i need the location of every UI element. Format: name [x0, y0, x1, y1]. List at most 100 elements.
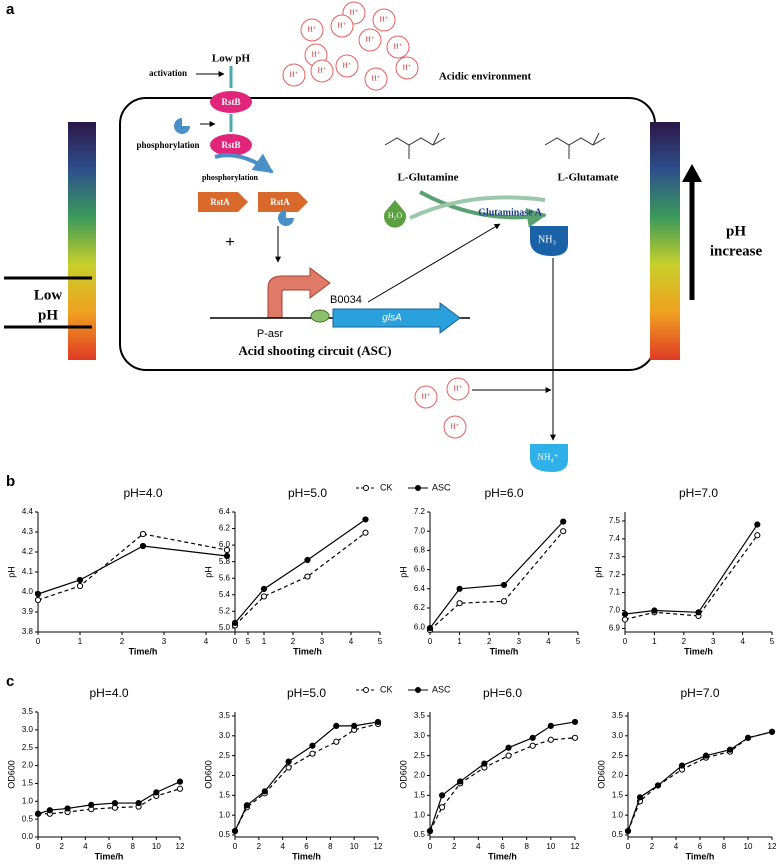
proton	[446, 377, 470, 401]
data-point	[362, 516, 369, 523]
y-tick-label: 3.0	[22, 725, 34, 734]
protein	[210, 91, 252, 113]
x-tick-label: 0	[623, 637, 628, 646]
proton-label: H⁺	[338, 22, 347, 30]
x-tick-label: 8	[328, 842, 333, 851]
x-tick-label: 10	[152, 842, 161, 851]
gene-label: glsA	[382, 313, 402, 324]
data-point	[547, 722, 554, 729]
y-tick-label: 1.0	[219, 810, 231, 819]
legend-marker	[363, 687, 369, 693]
data-point	[111, 799, 119, 807]
y-tick-label: 6.2	[219, 524, 231, 533]
legend-marker	[363, 485, 369, 491]
water-drop	[384, 200, 406, 228]
x-tick-label: 4	[280, 842, 285, 851]
data-point	[304, 556, 311, 564]
x-tick-label: 3	[320, 637, 325, 646]
x-tick-label: 8	[524, 842, 529, 851]
y-tick-label: 6.4	[414, 584, 426, 593]
y-tick-label: 6.9	[609, 624, 621, 633]
circuit-label: Acid shooting circuit (ASC)	[238, 343, 391, 358]
arrow	[419, 190, 547, 228]
y-tick-label: 2.0	[219, 771, 231, 780]
data-point	[231, 619, 239, 626]
data-point	[505, 744, 512, 751]
x-tick-label: 12	[768, 842, 777, 851]
data-point	[223, 546, 231, 554]
proton	[386, 35, 410, 59]
proton	[282, 63, 306, 87]
data-point	[505, 752, 512, 759]
panel-label: c	[6, 673, 14, 690]
data-point	[88, 801, 95, 808]
y-tick-label: 2.0	[612, 771, 624, 780]
data-point	[260, 593, 268, 600]
data-point	[135, 799, 142, 807]
proton-label: H⁺	[350, 9, 359, 17]
data-point	[529, 742, 536, 749]
x-tick-label: 4	[674, 842, 679, 851]
series-line	[429, 521, 564, 629]
arrow-head	[682, 164, 702, 182]
protein	[198, 192, 248, 212]
data-point	[139, 530, 147, 538]
x-tick-label: 8	[130, 842, 135, 851]
data-point	[456, 585, 463, 592]
y-tick-label: 1.5	[414, 790, 426, 799]
data-point	[621, 610, 629, 618]
label: NH₃	[538, 234, 556, 245]
y-tick-label: 5.6	[219, 573, 231, 582]
y-tick-label: 2.5	[219, 751, 231, 760]
y-axis-label: OD600	[398, 760, 408, 789]
y-tick-label: 7.1	[609, 588, 621, 597]
y-tick-label: 6.2	[414, 603, 426, 612]
data-point	[621, 616, 629, 623]
y-tick-label: 3.8	[22, 627, 34, 636]
legend-label: CK	[380, 482, 393, 492]
proton	[300, 18, 324, 42]
y-tick-label: 7.2	[609, 570, 621, 579]
y-tick-label: 4.4	[22, 507, 34, 516]
proton-label: H⁺	[308, 26, 317, 34]
x-tick-label: 3	[162, 637, 167, 646]
x-axis-label: Time/h	[293, 646, 322, 656]
scale-label: Low	[34, 287, 63, 303]
y-axis-label: OD600	[6, 760, 16, 789]
protein-label: RstB	[221, 140, 240, 150]
x-tick-label: 2	[59, 842, 64, 851]
series-line	[37, 545, 228, 595]
data-point	[457, 778, 464, 785]
chart-title: pH=5.0	[288, 486, 327, 500]
data-point	[560, 528, 567, 535]
y-tick-label: 4.1	[22, 567, 34, 576]
legend-label: ASC	[432, 482, 451, 492]
label: B0034	[330, 294, 362, 306]
label: phosphorylation	[136, 140, 199, 150]
x-tick-label: 0	[428, 842, 433, 851]
data-point	[654, 782, 662, 789]
x-axis-label: Time/h	[490, 646, 519, 656]
y-tick-label: 4.0	[22, 587, 34, 596]
x-tick-label: 12	[374, 842, 383, 851]
x-tick-label: 6	[500, 842, 505, 851]
proton-label: H⁺	[343, 62, 352, 70]
x-tick-label: 8	[722, 842, 727, 851]
y-tick-label: 0.0	[22, 832, 34, 841]
data-point	[309, 750, 316, 757]
series-line	[429, 530, 564, 631]
x-tick-label: 4	[83, 842, 88, 851]
x-tick-label: 1	[262, 637, 267, 646]
legend-label: ASC	[432, 684, 451, 694]
data-point	[768, 728, 776, 735]
x-tick-label: 4	[349, 637, 354, 646]
data-point	[547, 736, 554, 743]
y-tick-label: 5.8	[219, 557, 231, 566]
data-point	[333, 722, 340, 729]
label: NH₄⁺	[538, 452, 559, 462]
y-tick-label: 1.0	[414, 810, 426, 819]
diagram: a Low pH pH increase Low pH activation R…	[4, 1, 762, 472]
x-tick-label: 6	[698, 842, 703, 851]
y-tick-label: 3.5	[22, 707, 34, 716]
y-tick-label: 1.5	[219, 790, 231, 799]
